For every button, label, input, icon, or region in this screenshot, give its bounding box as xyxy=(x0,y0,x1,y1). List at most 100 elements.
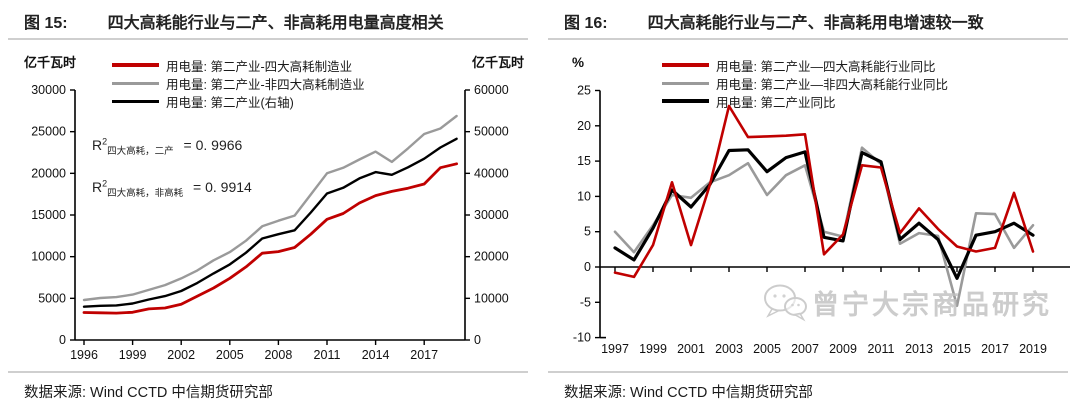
svg-text:2005: 2005 xyxy=(753,342,781,356)
svg-text:10000: 10000 xyxy=(31,250,66,264)
svg-text:30000: 30000 xyxy=(474,208,509,222)
legend-label: 用电量: 第二产业(右轴) xyxy=(166,95,294,110)
svg-text:2001: 2001 xyxy=(677,342,705,356)
r2-sup: 2 xyxy=(102,178,108,188)
legend-label: 用电量: 第二产业-非四大高耗制造业 xyxy=(166,77,365,92)
svg-text:50000: 50000 xyxy=(474,125,509,139)
source-note: 数据来源: Wind CCTD 中信期货研究部 xyxy=(564,385,813,401)
legend-item: 用电量: 第二产业-非四大高耗制造业 xyxy=(112,74,365,92)
chart-15-series xyxy=(82,114,459,315)
svg-text:2002: 2002 xyxy=(167,348,195,362)
svg-text:1996: 1996 xyxy=(70,348,98,362)
wechat-watermark: 曾宁大宗商品研究 xyxy=(762,282,1052,322)
figure-15-label: 图 15: xyxy=(24,15,68,32)
black-line-swatch xyxy=(112,99,159,103)
figure-16-panel: 图 16: 四大高耗能行业与二产、非高耗用电增速较一致 25 20 15 10 5 0 -5… xyxy=(540,0,1080,412)
svg-text:0: 0 xyxy=(59,333,66,347)
r2-base: R xyxy=(92,178,103,195)
legend-label: 用电量: 第二产业-四大高耗制造业 xyxy=(166,59,353,74)
legend-label: 用电量: 第二产业—非四大高耗能行业同比 xyxy=(716,77,948,92)
svg-text:2014: 2014 xyxy=(362,348,390,362)
legend-item: 用电量: 第二产业-四大高耗制造业 xyxy=(112,56,365,74)
source-divider xyxy=(548,371,1068,373)
svg-text:5000: 5000 xyxy=(38,291,66,305)
legend-item: 用电量: 第二产业同比 xyxy=(662,92,948,110)
svg-text:2015: 2015 xyxy=(943,342,971,356)
figure-15-panel: 图 15: 四大高耗能行业与二产、非高耗用电量高度相关 0 5000 10000 15… xyxy=(8,9,530,401)
svg-text:2005: 2005 xyxy=(216,348,244,362)
r2-sub: 四大高耗，非高耗 xyxy=(107,187,184,199)
legend-label: 用电量: 第二产业—四大高耗能行业同比 xyxy=(716,59,936,74)
svg-text:2011: 2011 xyxy=(868,342,895,356)
svg-text:10000: 10000 xyxy=(474,291,509,305)
svg-text:%: % xyxy=(572,55,584,70)
chart-15-line-chart: 0 5000 10000 15000 20000 25000 30000 0 10000 2000… xyxy=(24,55,524,362)
r2-annotation-2: R2四大高耗，非高耗 = 0. 9914 xyxy=(92,178,252,220)
svg-text:15000: 15000 xyxy=(31,208,66,222)
r-squared-annotations: R2四大高耗，二产 = 0. 9966 R2四大高耗，非高耗 = 0. 9914 xyxy=(92,136,252,220)
svg-text:2017: 2017 xyxy=(981,342,1009,356)
r2-sub: 四大高耗，二产 xyxy=(107,145,174,157)
figure-15-title-row: 图 15: 四大高耗能行业与二产、非高耗用电量高度相关 xyxy=(24,9,530,33)
svg-text:0: 0 xyxy=(474,333,481,347)
legend-item: 用电量: 第二产业(右轴) xyxy=(112,92,365,110)
black-line-swatch xyxy=(662,99,709,103)
red-line-swatch xyxy=(112,63,159,67)
legend-label: 用电量: 第二产业同比 xyxy=(716,95,836,110)
r2-sup: 2 xyxy=(102,136,108,146)
svg-text:25000: 25000 xyxy=(31,125,66,139)
r2-value: = 0. 9914 xyxy=(193,178,252,195)
svg-text:40000: 40000 xyxy=(474,166,509,180)
svg-text:1999: 1999 xyxy=(119,348,147,362)
red-line-swatch xyxy=(662,63,709,67)
figure-15-title: 四大高耗能行业与二产、非高耗用电量高度相关 xyxy=(107,15,444,32)
source-note: 数据来源: Wind CCTD 中信期货研究部 xyxy=(24,385,273,401)
chart-16-series xyxy=(613,104,1035,308)
r2-annotation-1: R2四大高耗，二产 = 0. 9966 xyxy=(92,136,252,178)
svg-text:亿千瓦时: 亿千瓦时 xyxy=(472,55,524,70)
source-divider xyxy=(8,371,528,373)
r2-value: = 0. 9966 xyxy=(183,136,243,153)
watermark-text: 曾宁大宗商品研究 xyxy=(812,289,1052,320)
svg-text:2009: 2009 xyxy=(829,342,857,356)
svg-text:2007: 2007 xyxy=(791,342,819,356)
r2-base: R xyxy=(92,136,103,153)
wechat-bubbles-icon xyxy=(764,284,807,322)
svg-text:20000: 20000 xyxy=(31,166,66,180)
svg-text:20: 20 xyxy=(577,119,591,133)
legend-item: 用电量: 第二产业—非四大高耗能行业同比 xyxy=(662,74,948,92)
figure-16-title-row: 图 16: 四大高耗能行业与二产、非高耗用电增速较一致 xyxy=(564,9,1070,33)
figure-16-label: 图 16: xyxy=(564,15,608,32)
svg-text:0: 0 xyxy=(584,260,591,274)
figure-16-title: 四大高耗能行业与二产、非高耗用电增速较一致 xyxy=(647,15,984,32)
svg-text:2013: 2013 xyxy=(905,342,933,356)
svg-text:10: 10 xyxy=(577,189,591,203)
gray-line-swatch xyxy=(662,81,709,85)
chart-16-legend: 用电量: 第二产业—四大高耗能行业同比 用电量: 第二产业—非四大高耗能行业同比… xyxy=(662,56,948,110)
svg-text:-5: -5 xyxy=(580,295,591,309)
svg-text:2017: 2017 xyxy=(410,348,438,362)
svg-text:亿千瓦时: 亿千瓦时 xyxy=(24,55,76,70)
svg-text:25: 25 xyxy=(577,84,591,98)
svg-text:30000: 30000 xyxy=(31,83,66,97)
title-divider xyxy=(8,38,528,40)
svg-text:20000: 20000 xyxy=(474,250,509,264)
gray-line-swatch xyxy=(112,81,159,85)
svg-text:2011: 2011 xyxy=(314,348,341,362)
svg-text:1997: 1997 xyxy=(601,342,629,356)
title-divider xyxy=(548,38,1068,40)
svg-text:2019: 2019 xyxy=(1019,342,1047,356)
svg-text:1999: 1999 xyxy=(639,342,667,356)
legend-item: 用电量: 第二产业—四大高耗能行业同比 xyxy=(662,56,948,74)
chart-15-axes: 0 5000 10000 15000 20000 25000 30000 0 10000 2000… xyxy=(24,55,524,362)
svg-text:60000: 60000 xyxy=(474,83,509,97)
svg-text:2003: 2003 xyxy=(715,342,743,356)
svg-text:-10: -10 xyxy=(573,331,591,345)
svg-text:5: 5 xyxy=(584,225,591,239)
chart-15-legend: 用电量: 第二产业-四大高耗制造业 用电量: 第二产业-非四大高耗制造业 用电量… xyxy=(112,56,365,110)
svg-text:2008: 2008 xyxy=(264,348,292,362)
svg-text:15: 15 xyxy=(577,154,591,168)
